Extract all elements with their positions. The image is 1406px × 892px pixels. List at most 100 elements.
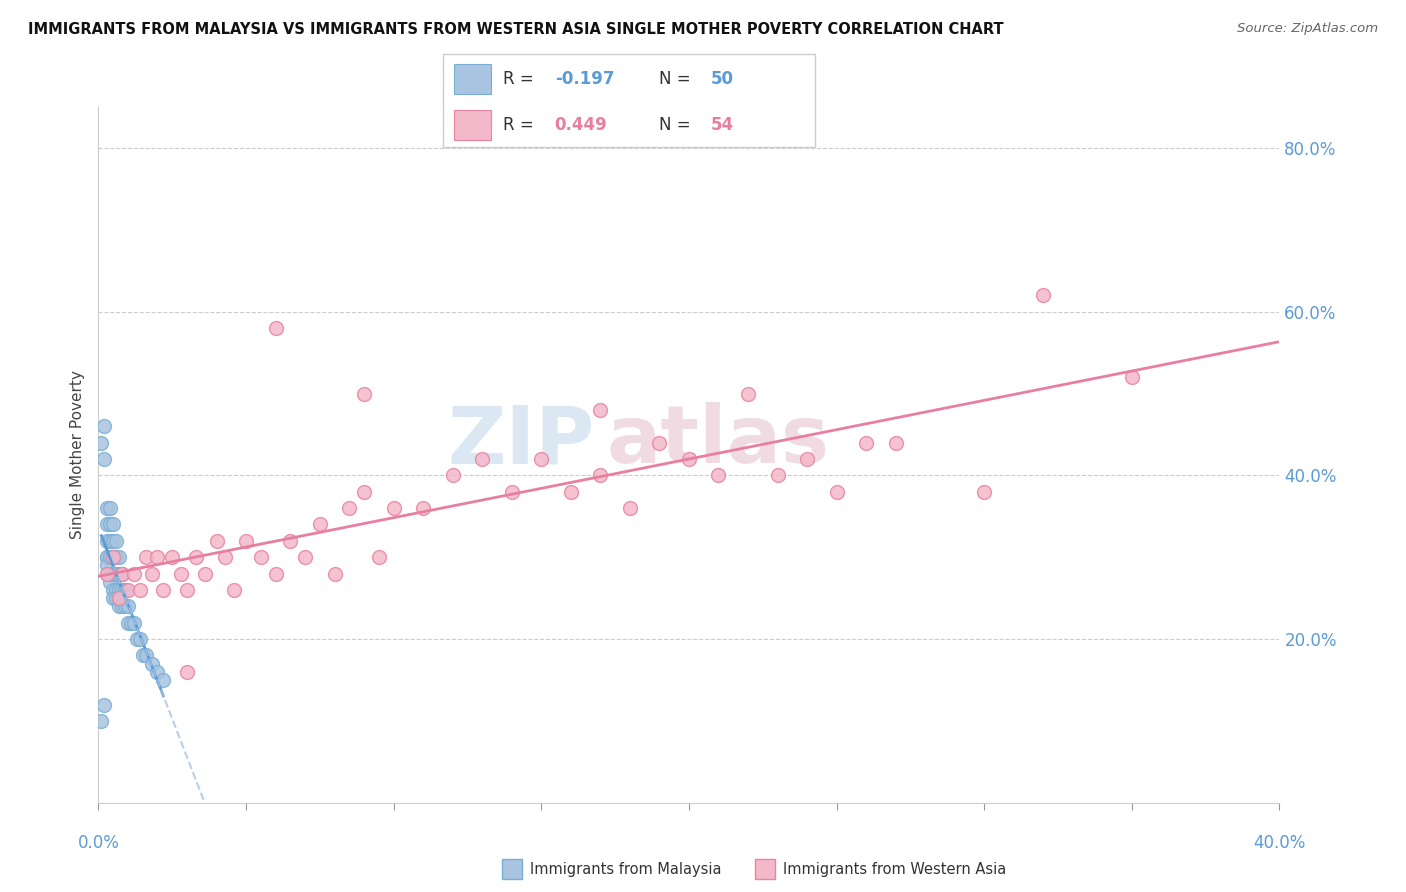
Point <box>141 566 163 581</box>
Point <box>122 615 145 630</box>
Point <box>103 550 125 565</box>
Point <box>152 673 174 687</box>
Point <box>90 435 112 450</box>
Point <box>501 484 523 499</box>
Point <box>120 615 142 630</box>
Point <box>205 533 228 548</box>
Text: N =: N = <box>659 116 696 134</box>
Point <box>98 501 121 516</box>
Point <box>707 468 730 483</box>
Point <box>125 632 148 646</box>
Point <box>353 484 375 499</box>
Point <box>224 582 246 597</box>
Text: N =: N = <box>659 70 696 87</box>
Point <box>146 665 169 679</box>
Y-axis label: Single Mother Poverty: Single Mother Poverty <box>70 370 86 540</box>
Point <box>108 582 131 597</box>
Point <box>264 321 287 335</box>
Point <box>117 599 139 614</box>
Point <box>96 533 118 548</box>
Point <box>103 582 125 597</box>
Text: R =: R = <box>502 70 538 87</box>
Point <box>93 419 115 434</box>
Point <box>560 484 582 499</box>
Point <box>135 550 157 565</box>
Point <box>146 550 169 565</box>
Point <box>309 517 332 532</box>
Point <box>108 591 131 606</box>
Point <box>619 501 641 516</box>
Point <box>128 632 150 646</box>
Point <box>111 566 134 581</box>
Text: Source: ZipAtlas.com: Source: ZipAtlas.com <box>1237 22 1378 36</box>
Point <box>796 452 818 467</box>
Point <box>184 550 207 565</box>
Point <box>96 550 118 565</box>
Point <box>264 566 287 581</box>
Point <box>111 599 134 614</box>
Point <box>135 648 157 663</box>
Point <box>103 517 125 532</box>
Bar <box>454 64 491 94</box>
Point <box>678 452 700 467</box>
Point <box>98 566 121 581</box>
Point <box>93 452 115 467</box>
Point <box>170 566 193 581</box>
Point <box>162 550 183 565</box>
Point <box>96 501 118 516</box>
Point <box>766 468 789 483</box>
Point <box>176 582 198 597</box>
Point <box>973 484 995 499</box>
Point <box>103 566 125 581</box>
Point <box>412 501 434 516</box>
Point <box>737 386 759 401</box>
Point <box>141 657 163 671</box>
Point <box>105 550 128 565</box>
Point <box>471 452 494 467</box>
Point <box>194 566 217 581</box>
Text: 0.0%: 0.0% <box>77 834 120 852</box>
Point <box>98 550 121 565</box>
Point <box>1121 370 1143 384</box>
FancyBboxPatch shape <box>443 54 815 147</box>
Point <box>96 566 118 581</box>
Point <box>98 574 121 589</box>
Point <box>111 582 134 597</box>
Point <box>96 517 118 532</box>
Point <box>98 533 121 548</box>
Point <box>368 550 391 565</box>
Point <box>103 591 125 606</box>
Point <box>1032 288 1054 302</box>
Point <box>96 558 118 573</box>
Point <box>128 582 150 597</box>
Point <box>105 591 128 606</box>
Point <box>105 566 128 581</box>
Point <box>122 566 145 581</box>
Text: 54: 54 <box>711 116 734 134</box>
Point <box>884 435 907 450</box>
Point <box>589 468 612 483</box>
Point <box>648 435 671 450</box>
Text: 40.0%: 40.0% <box>1253 834 1306 852</box>
Point <box>111 566 134 581</box>
Text: Immigrants from Western Asia: Immigrants from Western Asia <box>783 863 1007 877</box>
Text: -0.197: -0.197 <box>554 70 614 87</box>
Point <box>339 501 360 516</box>
Point <box>114 582 136 597</box>
Point <box>382 501 405 516</box>
Bar <box>502 859 522 879</box>
Point <box>825 484 848 499</box>
Point <box>103 533 125 548</box>
Point <box>441 468 464 483</box>
Point <box>105 582 128 597</box>
Point <box>108 591 131 606</box>
Point <box>855 435 877 450</box>
Point <box>108 566 131 581</box>
Point <box>294 550 316 565</box>
Point <box>353 386 375 401</box>
Point <box>117 582 139 597</box>
Text: Immigrants from Malaysia: Immigrants from Malaysia <box>530 863 721 877</box>
Point <box>108 599 131 614</box>
Point <box>90 714 112 728</box>
Point <box>214 550 236 565</box>
